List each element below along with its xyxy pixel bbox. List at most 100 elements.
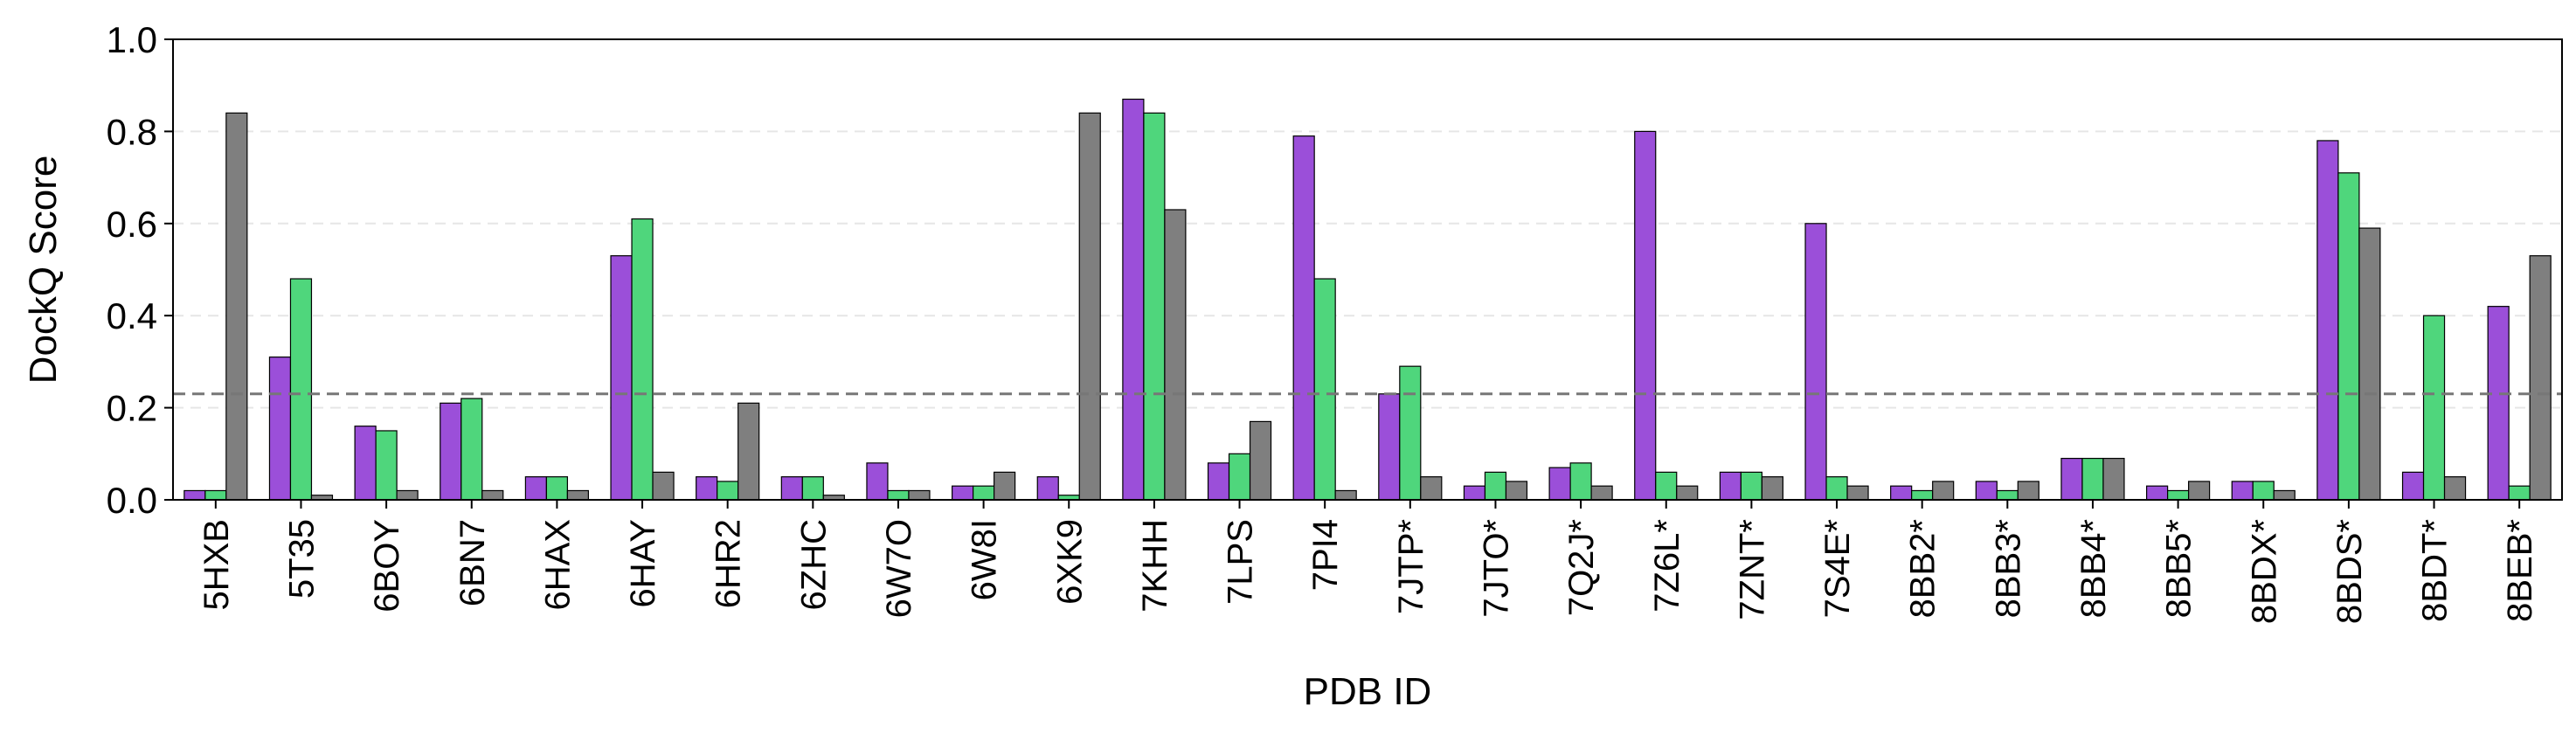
x-tick-label: 8BB3* bbox=[1989, 519, 2027, 618]
x-tick-label: 6W8I bbox=[966, 519, 1004, 600]
x-tick-label: 6HR2 bbox=[710, 519, 748, 608]
bar-series-1 bbox=[1719, 471, 1742, 501]
bar-series-1 bbox=[184, 489, 206, 501]
y-tick-label: 0.2 bbox=[107, 388, 157, 429]
bar-series-2 bbox=[1313, 278, 1336, 501]
x-tick-label: 6BN7 bbox=[454, 519, 492, 606]
bar-series-1 bbox=[952, 485, 974, 501]
x-tick-label: 8BDS* bbox=[2330, 519, 2369, 624]
bar-series-2 bbox=[801, 476, 824, 501]
bar-series-2 bbox=[1740, 471, 1762, 501]
bar-series-1 bbox=[1548, 467, 1571, 501]
bar-series-2 bbox=[375, 430, 398, 501]
bar-series-2 bbox=[973, 485, 995, 501]
y-tick-label: 1.0 bbox=[107, 19, 157, 60]
bar-series-2 bbox=[631, 218, 654, 501]
bar-series-3 bbox=[2529, 255, 2552, 501]
bar-series-3 bbox=[2273, 489, 2296, 501]
bar-series-1 bbox=[354, 426, 377, 501]
bar-series-3 bbox=[652, 471, 675, 501]
bar-series-2 bbox=[1228, 453, 1251, 501]
bar-series-2 bbox=[2252, 481, 2275, 501]
x-tick-label: 7JTO* bbox=[1477, 519, 1515, 618]
x-tick-label: 7S4E* bbox=[1818, 519, 1857, 618]
bar-series-1 bbox=[866, 462, 889, 501]
bar-series-3 bbox=[481, 489, 504, 501]
x-tick-label: 7PI4 bbox=[1306, 519, 1345, 591]
bar-series-2 bbox=[1569, 462, 1592, 501]
x-axis: 5HXB 5T35 6BOY 6BN7 6HAX 6HAY 6HR2 6ZHC 6W7O 6W8I… bbox=[197, 500, 2539, 624]
y-tick-label: 0.4 bbox=[107, 295, 157, 336]
x-tick-label: 8BDX* bbox=[2245, 519, 2283, 624]
x-tick-label: 8BDT* bbox=[2416, 519, 2455, 622]
bar-series-3 bbox=[1334, 489, 1357, 501]
bar-series-3 bbox=[1420, 476, 1443, 501]
x-tick-label: 6W7O bbox=[880, 519, 918, 618]
bar-series-2 bbox=[1825, 476, 1848, 501]
bar-series-1 bbox=[2401, 471, 2425, 501]
bar-series-2 bbox=[204, 489, 227, 501]
bar-series-3 bbox=[1505, 481, 1528, 501]
bar-series-1 bbox=[1207, 462, 1230, 501]
bar-series-3 bbox=[737, 402, 760, 501]
bar-series-3 bbox=[1590, 485, 1613, 501]
x-tick-label: 6XK9 bbox=[1050, 519, 1089, 605]
bar-series-2 bbox=[2422, 315, 2446, 501]
bar-series-2 bbox=[2081, 457, 2104, 501]
bar-series-1 bbox=[2487, 306, 2510, 501]
bar-series-2 bbox=[2167, 489, 2190, 501]
bar-series-2 bbox=[1911, 489, 1934, 501]
bar-series-2 bbox=[717, 481, 739, 501]
bar-series-2 bbox=[545, 476, 568, 501]
bar-series-2 bbox=[1484, 471, 1507, 501]
bar-series-3 bbox=[1846, 485, 1869, 501]
x-tick-label: 6BOY bbox=[368, 519, 406, 613]
y-tick-label: 0.8 bbox=[107, 111, 157, 152]
y-axis-title: DockQ Score bbox=[22, 156, 65, 384]
bar-series-2 bbox=[2337, 172, 2360, 501]
bar-series-1 bbox=[524, 476, 547, 501]
bar-series-1 bbox=[1634, 130, 1657, 501]
x-tick-label: 6HAX bbox=[538, 519, 577, 611]
bar-series-1 bbox=[1890, 485, 1913, 501]
bar-series-3 bbox=[2102, 457, 2125, 501]
bar-series-1 bbox=[780, 476, 803, 501]
x-tick-label: 8BB5* bbox=[2160, 519, 2199, 618]
bar-series-2 bbox=[1996, 489, 2019, 501]
bar-series-1 bbox=[610, 255, 633, 501]
x-tick-label: 8BB4* bbox=[2074, 519, 2113, 618]
bar-series-3 bbox=[2358, 227, 2381, 501]
x-tick-label: 5T35 bbox=[282, 519, 321, 599]
bar-series-3 bbox=[1164, 209, 1187, 501]
x-tick-label: 8BB2* bbox=[1904, 519, 1942, 618]
bar-series-3 bbox=[2017, 481, 2039, 501]
bar-series-3 bbox=[1249, 420, 1272, 501]
y-tick-label: 0.6 bbox=[107, 204, 157, 245]
x-axis-title: PDB ID bbox=[1304, 670, 1432, 713]
bar-series-1 bbox=[2060, 457, 2083, 501]
bar-series-3 bbox=[396, 489, 419, 501]
bar-series-3 bbox=[1078, 112, 1101, 501]
bar-series-1 bbox=[2231, 481, 2254, 501]
bar-series-3 bbox=[1932, 481, 1955, 501]
bar-series-1 bbox=[1463, 485, 1486, 501]
x-tick-label: 7KHH bbox=[1136, 519, 1174, 613]
x-tick-label: 7LPS bbox=[1222, 519, 1260, 605]
x-tick-label: 5HXB bbox=[197, 519, 236, 611]
bar-series-3 bbox=[2188, 481, 2211, 501]
x-tick-label: 6ZHC bbox=[794, 519, 833, 610]
bar-series-3 bbox=[908, 489, 931, 501]
bar-series-1 bbox=[268, 357, 292, 501]
bar-series-2 bbox=[2508, 485, 2531, 501]
bar-series-3 bbox=[994, 471, 1016, 501]
bar-series-2 bbox=[1143, 112, 1166, 501]
bar-series-1 bbox=[1036, 476, 1059, 501]
bar-series-2 bbox=[1399, 365, 1422, 501]
bar-series-2 bbox=[460, 398, 483, 501]
bar-series-1 bbox=[1122, 98, 1145, 501]
x-tick-label: 7ZNT* bbox=[1733, 519, 1771, 620]
x-tick-label: 8BEB* bbox=[2501, 519, 2539, 622]
bar-series-2 bbox=[887, 489, 910, 501]
x-tick-label: 7Q2J* bbox=[1562, 519, 1601, 616]
